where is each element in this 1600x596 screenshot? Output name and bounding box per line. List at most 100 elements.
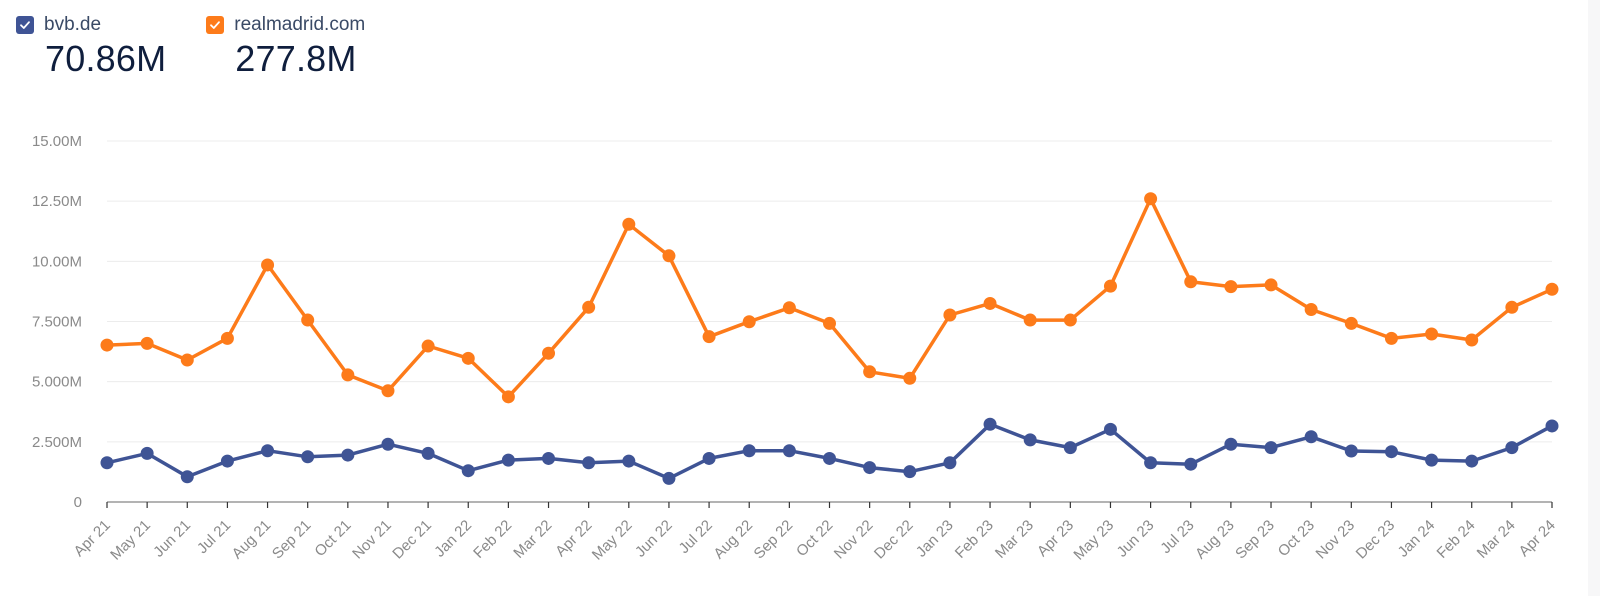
data-point[interactable] [421, 339, 435, 353]
y-tick-label: 0 [74, 494, 82, 511]
data-point[interactable] [903, 465, 917, 479]
x-tick-label: Aug 23 [1192, 517, 1238, 563]
data-point[interactable] [1264, 441, 1278, 455]
x-tick-label: Jun 23 [1114, 517, 1158, 561]
x-tick-label: Apr 24 [1516, 517, 1559, 560]
data-point[interactable] [1264, 278, 1278, 292]
data-point[interactable] [542, 346, 556, 360]
data-point[interactable] [662, 249, 676, 263]
data-point[interactable] [782, 301, 796, 315]
data-point[interactable] [261, 258, 275, 272]
checkbox-checked-icon[interactable] [206, 16, 225, 34]
data-point[interactable] [301, 450, 315, 464]
x-tick-label: Sep 21 [269, 517, 315, 563]
data-point[interactable] [461, 464, 475, 478]
checkbox-checked-icon[interactable] [16, 16, 34, 34]
data-point[interactable] [702, 451, 716, 465]
data-point[interactable] [1224, 280, 1238, 294]
x-tick-label: Jun 22 [632, 517, 676, 561]
legend-total-value: 70.86M [45, 38, 167, 79]
data-point[interactable] [582, 300, 596, 314]
data-point[interactable] [1465, 454, 1479, 468]
data-point[interactable] [1023, 433, 1037, 447]
data-point[interactable] [1505, 300, 1519, 314]
data-point[interactable] [983, 417, 997, 431]
data-point[interactable] [501, 390, 515, 404]
data-point[interactable] [1184, 275, 1198, 289]
x-tick-label: May 22 [589, 517, 636, 564]
data-point[interactable] [140, 336, 154, 350]
data-point[interactable] [220, 331, 234, 345]
data-point[interactable] [742, 444, 756, 458]
data-point[interactable] [1425, 327, 1439, 341]
x-tick-label: Apr 21 [71, 517, 114, 560]
data-point[interactable] [261, 444, 275, 458]
data-point[interactable] [1063, 313, 1077, 327]
data-point[interactable] [1425, 453, 1439, 467]
data-point[interactable] [1224, 437, 1238, 451]
data-point[interactable] [943, 308, 957, 322]
data-point[interactable] [1103, 422, 1117, 436]
data-point[interactable] [501, 453, 515, 467]
data-point[interactable] [1384, 445, 1398, 459]
legend-toggle-realmadrid[interactable]: realmadrid.com [206, 14, 365, 36]
x-tick-label: Oct 23 [1275, 517, 1318, 560]
data-point[interactable] [1545, 282, 1559, 296]
data-point[interactable] [542, 451, 556, 465]
data-point[interactable] [1144, 456, 1158, 470]
data-point[interactable] [863, 365, 877, 379]
data-point[interactable] [782, 444, 796, 458]
data-point[interactable] [381, 437, 395, 451]
data-point[interactable] [461, 351, 475, 365]
x-tick-label: Mar 24 [1474, 517, 1519, 562]
y-tick-label: 10.00M [32, 253, 82, 270]
data-point[interactable] [582, 456, 596, 470]
data-point[interactable] [983, 296, 997, 310]
data-point[interactable] [823, 316, 836, 330]
y-axis: 0 2.500M 5.000M 7.500M 10.00M 12.50M 15.00M [32, 133, 82, 511]
data-point[interactable] [381, 384, 395, 398]
data-point[interactable] [180, 353, 194, 367]
data-point[interactable] [1304, 302, 1318, 316]
x-tick-label: Jan 22 [431, 517, 475, 561]
x-tick-label: Sep 23 [1232, 517, 1278, 563]
data-point[interactable] [1465, 333, 1479, 347]
data-point[interactable] [220, 454, 234, 468]
data-point[interactable] [622, 454, 636, 468]
data-point[interactable] [742, 315, 756, 329]
data-point[interactable] [662, 471, 676, 485]
data-point[interactable] [140, 446, 154, 460]
data-point[interactable] [1144, 192, 1158, 206]
x-tick-label: Sep 22 [751, 517, 797, 563]
data-point[interactable] [100, 456, 114, 470]
data-point[interactable] [1063, 441, 1077, 455]
data-point[interactable] [1384, 331, 1398, 345]
data-point[interactable] [421, 446, 435, 460]
data-point[interactable] [1023, 313, 1037, 327]
data-point[interactable] [1545, 419, 1559, 433]
x-tick-label: Dec 22 [871, 517, 917, 563]
data-point[interactable] [100, 338, 114, 352]
right-edge-strip [1588, 0, 1600, 596]
y-tick-label: 15.00M [32, 133, 82, 150]
data-point[interactable] [1304, 430, 1318, 444]
data-point[interactable] [823, 451, 836, 465]
legend-toggle-bvb[interactable]: bvb.de [16, 14, 166, 36]
x-tick-label: Oct 22 [793, 517, 836, 560]
data-point[interactable] [1184, 457, 1198, 471]
data-point[interactable] [943, 456, 957, 470]
data-point[interactable] [863, 461, 877, 475]
data-point[interactable] [702, 330, 716, 344]
data-point[interactable] [1344, 444, 1358, 458]
data-point[interactable] [301, 313, 315, 327]
data-point[interactable] [341, 448, 355, 462]
legend-label: bvb.de [44, 14, 102, 35]
data-point[interactable] [180, 470, 194, 484]
data-point[interactable] [1505, 441, 1519, 455]
data-point[interactable] [341, 368, 355, 382]
x-tick-label: Apr 23 [1034, 517, 1077, 560]
data-point[interactable] [1103, 279, 1117, 293]
data-point[interactable] [903, 371, 917, 385]
data-point[interactable] [622, 217, 636, 231]
data-point[interactable] [1344, 316, 1358, 330]
